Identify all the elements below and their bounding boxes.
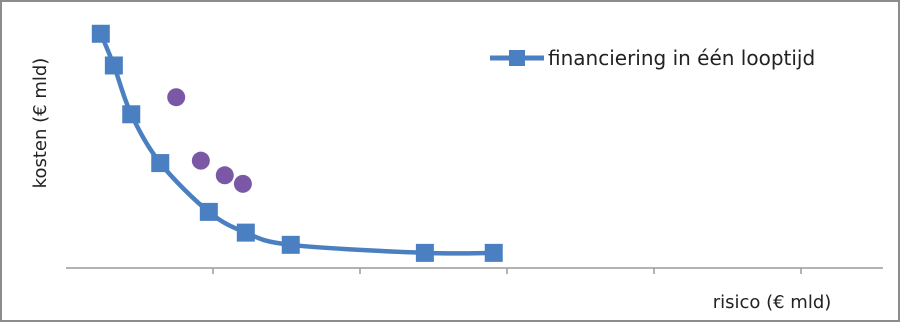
y-axis-title: kosten (€ mld) <box>30 58 51 189</box>
square-data-point <box>484 243 503 262</box>
square-data-point <box>415 243 434 262</box>
square-data-point <box>199 202 218 221</box>
series-layer <box>91 24 503 262</box>
square-data-point <box>281 235 300 254</box>
legend-square-marker <box>509 50 525 66</box>
x-axis-ticks <box>212 268 802 274</box>
legend-label: financiering in één looptijd <box>548 46 815 70</box>
square-data-point <box>122 105 141 124</box>
circle-data-point <box>233 174 252 193</box>
square-data-point <box>91 24 110 43</box>
square-data-point <box>151 154 170 173</box>
circle-data-point <box>191 151 210 170</box>
circle-data-point <box>215 166 234 185</box>
circle-data-point <box>167 88 186 107</box>
series-line-0 <box>98 31 496 256</box>
square-data-point <box>236 223 255 242</box>
legend: financiering in één looptijd <box>490 46 815 70</box>
x-axis-title: risico (€ mld) <box>713 292 832 313</box>
square-data-point <box>104 56 123 75</box>
